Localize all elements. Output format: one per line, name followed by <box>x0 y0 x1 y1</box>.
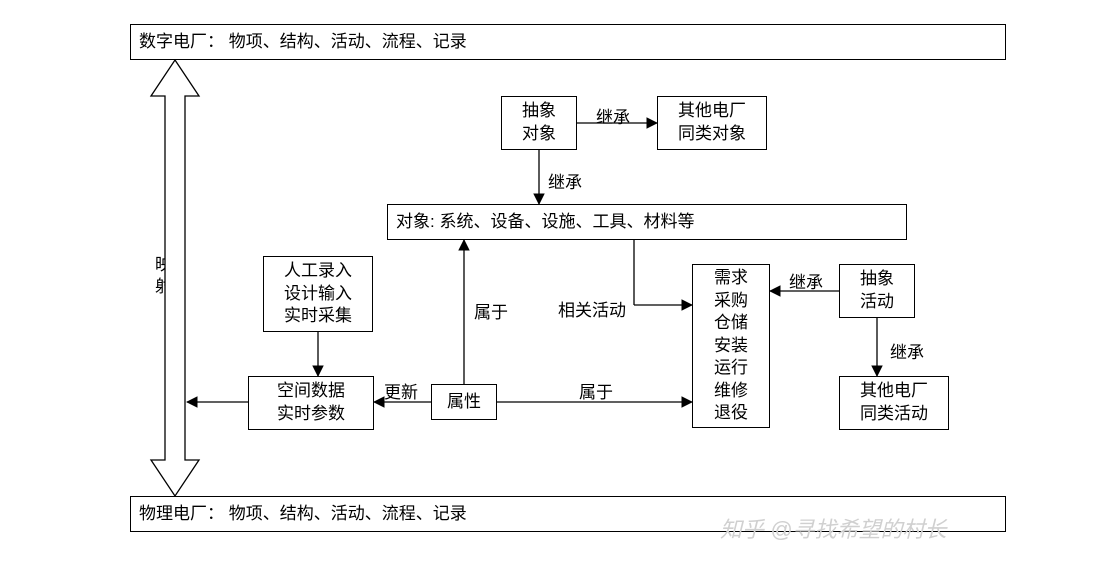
activities-line2: 采购 <box>714 290 748 312</box>
abstract-activity-line2: 活动 <box>860 291 894 314</box>
label-mapping: 映 射 <box>155 254 172 298</box>
input-methods-line3: 实时采集 <box>284 305 352 328</box>
other-plant-object-line2: 同类对象 <box>678 123 746 146</box>
other-plant-object-box: 其他电厂 同类对象 <box>657 96 767 150</box>
spatial-data-line1: 空间数据 <box>277 380 345 403</box>
other-plant-activity-box: 其他电厂 同类活动 <box>839 376 949 430</box>
spatial-data-box: 空间数据 实时参数 <box>248 376 374 430</box>
abstract-activity-line1: 抽象 <box>860 268 894 291</box>
abstract-object-line1: 抽象 <box>522 100 556 123</box>
objects-box: 对象: 系统、设备、设施、工具、材料等 <box>387 204 907 240</box>
activities-box: 需求 采购 仓储 安装 运行 维修 退役 <box>692 264 770 428</box>
abstract-object-line2: 对象 <box>522 123 556 146</box>
abstract-object-box: 抽象 对象 <box>501 96 577 150</box>
abstract-activity-box: 抽象 活动 <box>839 264 915 318</box>
label-belongs-v: 属于 <box>474 298 508 323</box>
other-plant-activity-line1: 其他电厂 <box>860 380 928 403</box>
attribute-text: 属性 <box>447 391 481 414</box>
attribute-box: 属性 <box>431 384 497 420</box>
label-mapping-2: 射 <box>155 276 172 298</box>
label-update: 更新 <box>384 378 418 403</box>
label-mapping-1: 映 <box>155 254 172 276</box>
label-inherit-4: 继承 <box>890 338 924 363</box>
label-inherit-2: 继承 <box>548 168 582 193</box>
objects-text: 对象: 系统、设备、设施、工具、材料等 <box>396 211 898 234</box>
activities-line1: 需求 <box>714 267 748 289</box>
label-belongs-h: 属于 <box>579 378 613 403</box>
spatial-data-line2: 实时参数 <box>277 403 345 426</box>
activities-line7: 退役 <box>714 402 748 424</box>
activities-line4: 安装 <box>714 335 748 357</box>
activities-line3: 仓储 <box>714 312 748 334</box>
activities-line6: 维修 <box>714 380 748 402</box>
label-inherit-1: 继承 <box>596 103 630 128</box>
label-inherit-3: 继承 <box>789 268 823 293</box>
digital-plant-text: 数字电厂： 物项、结构、活动、流程、记录 <box>139 31 997 54</box>
other-plant-object-line1: 其他电厂 <box>678 100 746 123</box>
digital-plant-box: 数字电厂： 物项、结构、活动、流程、记录 <box>130 24 1006 60</box>
activities-line5: 运行 <box>714 357 748 379</box>
input-methods-line2: 设计输入 <box>284 283 352 306</box>
input-methods-line1: 人工录入 <box>284 260 352 283</box>
physical-plant-box: 物理电厂： 物项、结构、活动、流程、记录 <box>130 496 1006 532</box>
label-related: 相关活动 <box>558 296 626 321</box>
input-methods-box: 人工录入 设计输入 实时采集 <box>263 256 373 332</box>
other-plant-activity-line2: 同类活动 <box>860 403 928 426</box>
physical-plant-text: 物理电厂： 物项、结构、活动、流程、记录 <box>139 503 997 526</box>
